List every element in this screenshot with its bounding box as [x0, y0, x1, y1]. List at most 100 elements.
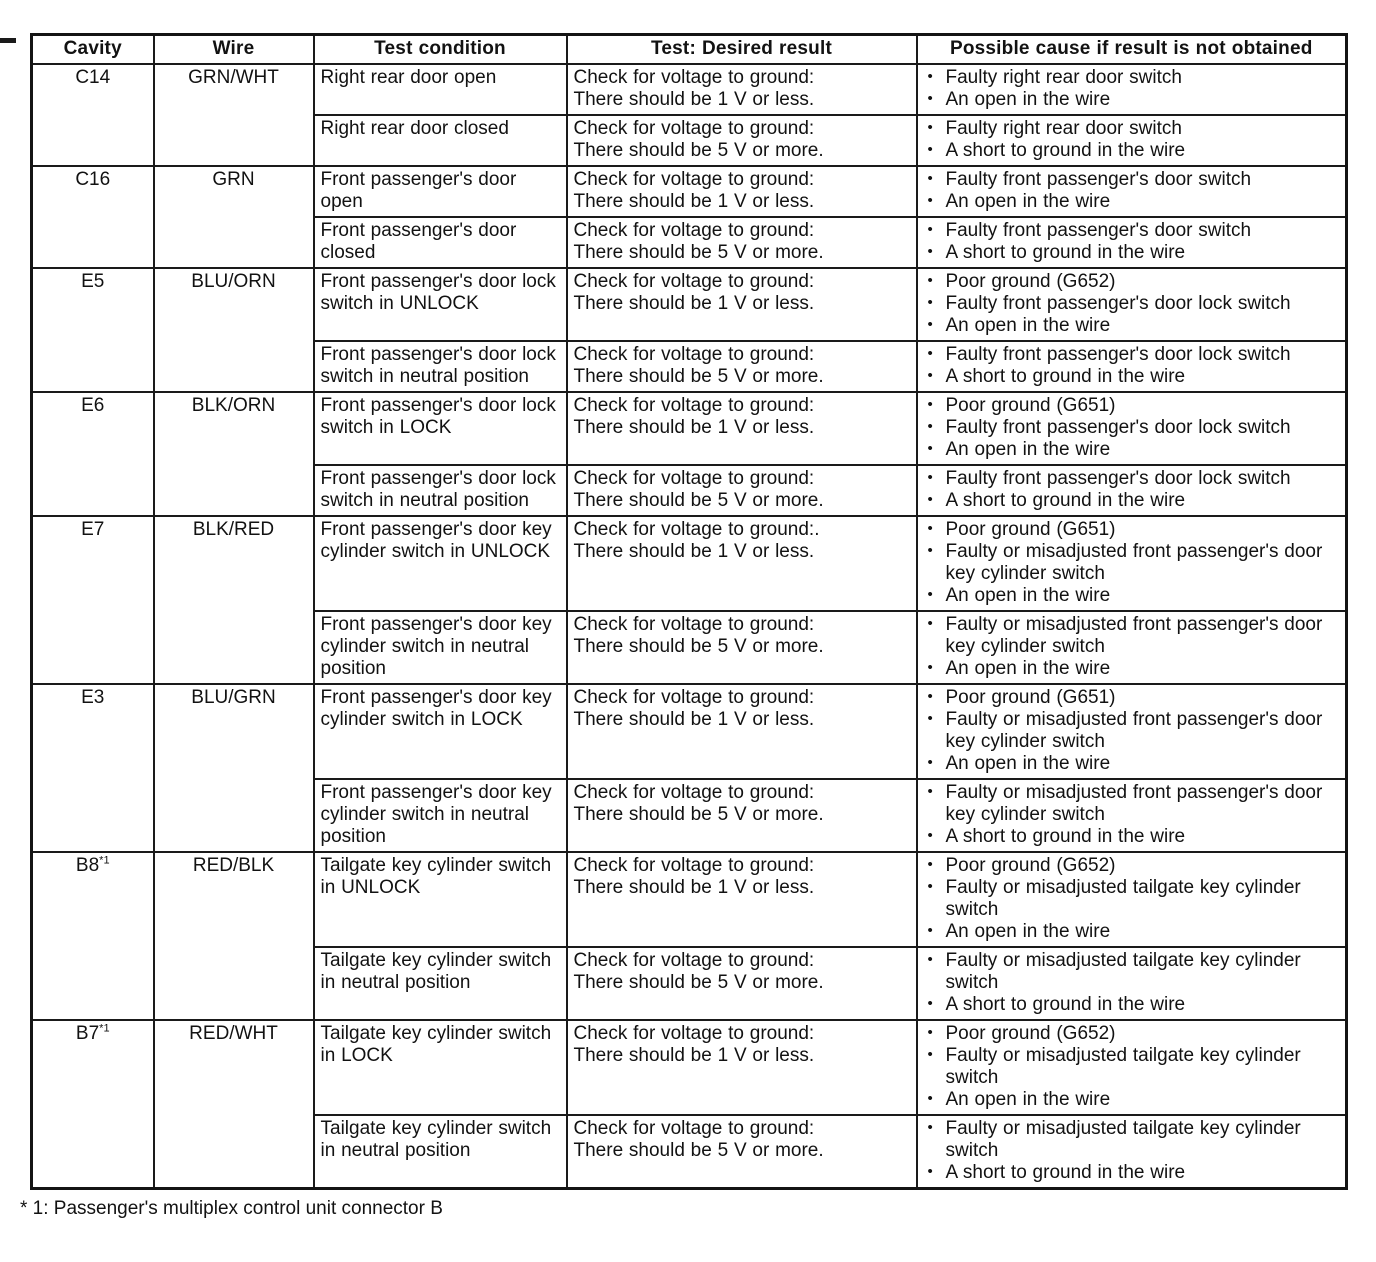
cause-item: • Poor ground (G652): [924, 855, 1340, 877]
desired-result-line: There should be 5 V or more.: [573, 636, 824, 657]
possible-cause-cell: • Faulty right rear door switch • A short t…: [915, 114, 1348, 167]
cause-item: • Faulty or misadjusted tailgate key cyli…: [924, 950, 1340, 994]
possible-cause-cell: • Faulty front passenger's door switch • An…: [915, 165, 1348, 218]
table-row: Tailgate key cylinder switch in neutral …: [32, 1114, 1348, 1190]
desired-result-line: There should be 1 V or less.: [573, 541, 815, 562]
cause-text: Faulty or misadjusted tailgate key cylin…: [945, 877, 1301, 920]
cause-text: Faulty right rear door switch: [945, 67, 1182, 88]
desired-result-cell: Check for voltage to ground: There should…: [565, 267, 918, 342]
cause-item: • Poor ground (G652): [924, 271, 1340, 293]
cause-text: Faulty or misadjusted front passenger's …: [945, 782, 1323, 825]
cause-item: • An open in the wire: [924, 658, 1340, 680]
table-row: B7*1 RED/WHT Tailgate key cylinder switch …: [30, 1019, 1348, 1190]
test-condition-cell: Tailgate key cylinder switch in LOCK: [312, 1019, 568, 1116]
cause-item: • Poor ground (G652): [924, 1023, 1340, 1045]
desired-result-cell: Check for voltage to ground: There should…: [565, 1114, 918, 1190]
cause-item: • A short to ground in the wire: [924, 994, 1340, 1016]
cavity-cell: B7*1: [30, 1019, 155, 1190]
cavity-cell: C16: [30, 165, 155, 269]
cause-text: Poor ground (G651): [945, 395, 1116, 416]
possible-cause-cell: • Poor ground (G652) • Faulty or misadjuste…: [915, 1019, 1348, 1116]
wire-cell: BLU/ORN: [152, 267, 315, 393]
bullet-icon: •: [927, 783, 933, 800]
cavity-cell: E7: [30, 515, 155, 685]
bullet-icon: •: [927, 710, 933, 727]
test-condition-cell: Right rear door open: [312, 63, 568, 116]
desired-result-line: There should be 5 V or more.: [573, 366, 824, 387]
cause-text: Poor ground (G651): [945, 519, 1116, 540]
test-condition-cell: Front passenger's door lock switch in UN…: [312, 267, 568, 342]
cause-text: Poor ground (G652): [945, 855, 1116, 876]
bullet-icon: •: [927, 316, 933, 333]
desired-result-cell: Check for voltage to ground: There should…: [565, 340, 918, 393]
cause-item: • Faulty or misadjusted front passenger's…: [924, 614, 1340, 658]
footnote: * 1: Passenger's multiplex control unit …: [20, 1198, 443, 1219]
bullet-icon: •: [927, 141, 933, 158]
cause-text: A short to ground in the wire: [945, 826, 1186, 847]
possible-cause-cell: • Poor ground (G651) • Faulty front passeng…: [915, 391, 1348, 466]
table-row: Tailgate key cylinder switch in neutral …: [32, 946, 1348, 1021]
cause-text: Faulty or misadjusted front passenger's …: [945, 709, 1323, 752]
table-row: E7 BLK/RED Front passenger's door key cyli…: [30, 515, 1348, 685]
column-header: Cavity: [30, 33, 155, 65]
desired-result-line: There should be 5 V or more.: [573, 804, 824, 825]
bullet-icon: •: [927, 440, 933, 457]
desired-result-cell: Check for voltage to ground: There should…: [565, 391, 918, 466]
desired-result-cell: Check for voltage to ground: There should…: [565, 683, 918, 780]
desired-result-line: Check for voltage to ground:: [573, 395, 815, 416]
desired-result-cell: Check for voltage to ground: There should…: [565, 1019, 918, 1116]
bullet-icon: •: [927, 491, 933, 508]
cause-text: Faulty front passenger's door switch: [945, 169, 1252, 190]
cause-item: • An open in the wire: [924, 585, 1340, 607]
desired-result-line: There should be 1 V or less.: [573, 877, 815, 898]
desired-result-line: Check for voltage to ground:: [573, 468, 815, 489]
cause-text: Faulty front passenger's door lock switc…: [945, 417, 1291, 438]
possible-cause-cell: • Faulty right rear door switch • An open i…: [915, 63, 1348, 116]
bullet-icon: •: [927, 688, 933, 705]
desired-result-line: Check for voltage to ground:: [573, 782, 815, 803]
wire-cell: BLK/ORN: [152, 391, 315, 517]
table-row: Front passenger's door closed Check for v…: [32, 216, 1348, 269]
cause-text: An open in the wire: [945, 1089, 1111, 1110]
possible-cause-cell: • Faulty front passenger's door switch • A …: [915, 216, 1348, 269]
bullet-icon: •: [927, 827, 933, 844]
desired-result-cell: Check for voltage to ground: There should…: [565, 63, 918, 116]
cause-item: • An open in the wire: [924, 1089, 1340, 1111]
cavity-label: C16: [75, 169, 111, 190]
cause-text: Faulty or misadjusted tailgate key cylin…: [945, 1118, 1301, 1161]
desired-result-cell: Check for voltage to ground: There should…: [565, 114, 918, 167]
cause-text: Faulty or misadjusted front passenger's …: [945, 541, 1323, 584]
bullet-icon: •: [927, 922, 933, 939]
cause-item: • A short to ground in the wire: [924, 490, 1340, 512]
desired-result-line: There should be 5 V or more.: [573, 242, 824, 263]
cause-item: • Faulty or misadjusted front passenger's…: [924, 709, 1340, 753]
bullet-icon: •: [927, 615, 933, 632]
possible-cause-cell: • Faulty or misadjusted front passenger's…: [915, 778, 1348, 853]
desired-result-cell: Check for voltage to ground: There should…: [565, 946, 918, 1021]
cause-text: Faulty front passenger's door lock switc…: [945, 344, 1291, 365]
cavity-cell: B8*1: [30, 851, 155, 1021]
bullet-icon: •: [927, 1090, 933, 1107]
diagnostic-table: Cavity Wire Test condition Test: Desired re…: [30, 33, 1348, 1190]
test-condition-cell: Front passenger's door lock switch in LO…: [312, 391, 568, 466]
cause-text: Faulty front passenger's door switch: [945, 220, 1252, 241]
desired-result-line: Check for voltage to ground:: [573, 67, 815, 88]
cause-item: • An open in the wire: [924, 89, 1340, 111]
desired-result-line: Check for voltage to ground:: [573, 1023, 815, 1044]
cause-item: • A short to ground in the wire: [924, 366, 1340, 388]
bullet-icon: •: [927, 68, 933, 85]
bullet-icon: •: [927, 170, 933, 187]
desired-result-line: There should be 1 V or less.: [573, 89, 815, 110]
cavity-cell: E3: [30, 683, 155, 853]
test-condition-cell: Tailgate key cylinder switch in neutral …: [312, 1114, 568, 1190]
cavity-label: E7: [81, 519, 105, 540]
bullet-icon: •: [927, 243, 933, 260]
cause-text: An open in the wire: [945, 89, 1111, 110]
possible-cause-cell: • Poor ground (G652) • Faulty or misadjuste…: [915, 851, 1348, 948]
table-row: E3 BLU/GRN Front passenger's door key cyli…: [30, 683, 1348, 853]
bullet-icon: •: [927, 1046, 933, 1063]
desired-result-cell: Check for voltage to ground: There should…: [565, 778, 918, 853]
cavity-label: E3: [81, 687, 105, 708]
bullet-icon: •: [927, 1024, 933, 1041]
cause-text: Faulty front passenger's door lock switc…: [945, 293, 1291, 314]
